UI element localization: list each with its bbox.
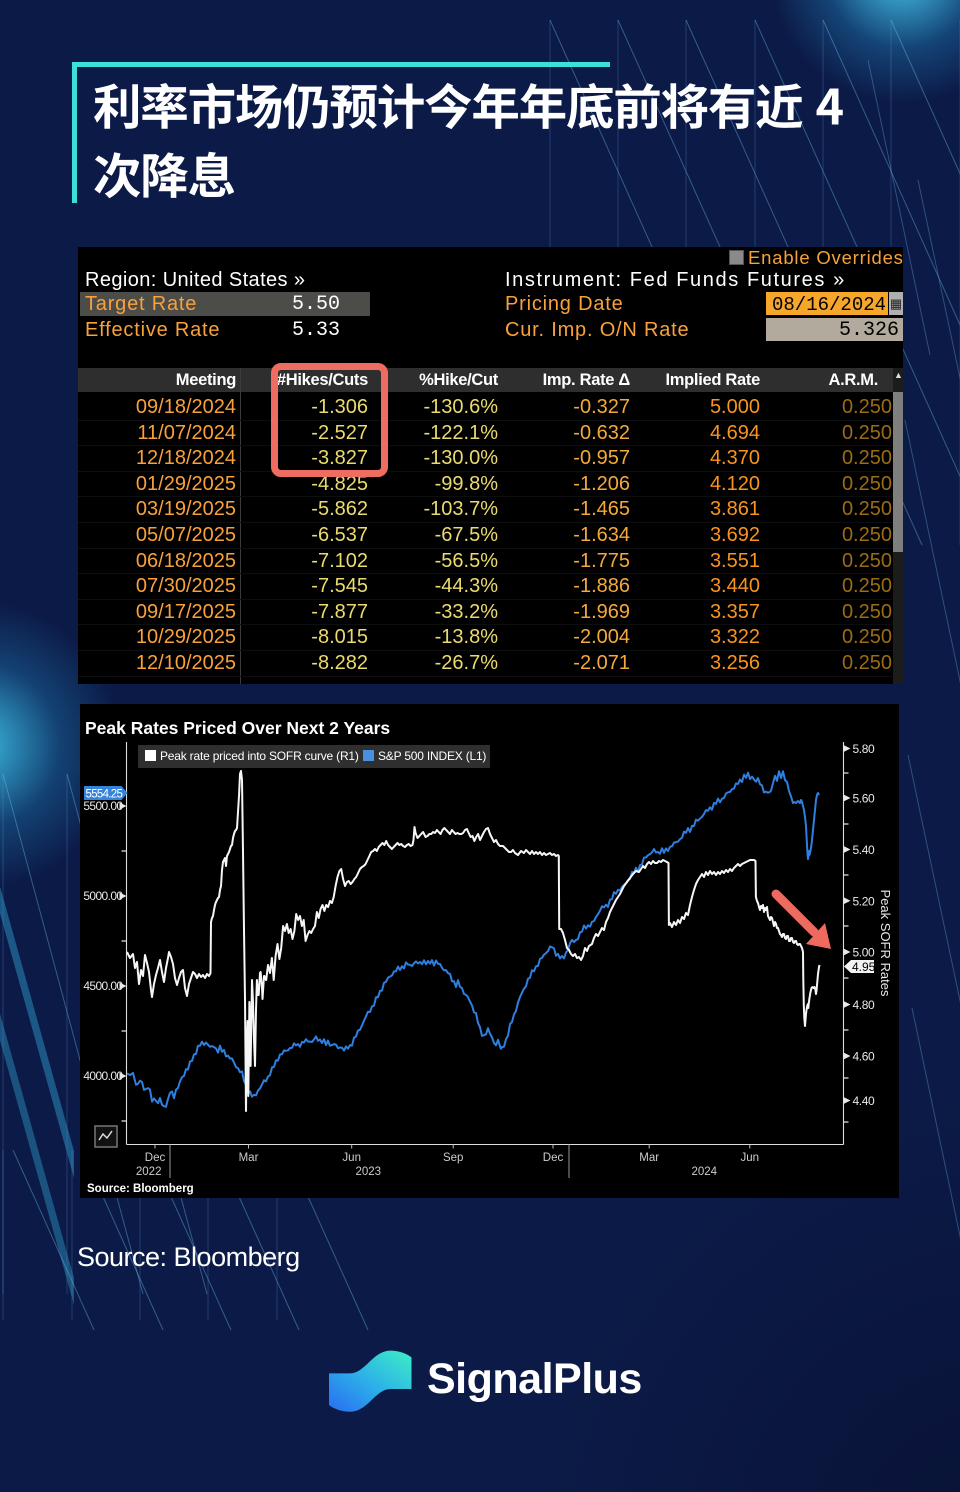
- svg-text:5.80: 5.80: [853, 742, 875, 756]
- svg-text:5000.00: 5000.00: [83, 889, 123, 903]
- svg-text:4.40: 4.40: [853, 1094, 875, 1108]
- svg-text:2023: 2023: [356, 1166, 382, 1178]
- svg-text:4.60: 4.60: [853, 1050, 875, 1064]
- svg-text:5.40: 5.40: [853, 843, 875, 857]
- svg-text:4.95: 4.95: [852, 960, 876, 974]
- svg-text:Source: Bloomberg: Source: Bloomberg: [87, 1183, 194, 1195]
- svg-text:5.00: 5.00: [853, 946, 875, 960]
- svg-text:Dec: Dec: [145, 1152, 166, 1164]
- svg-text:S&P 500 INDEX (L1): S&P 500 INDEX (L1): [378, 749, 486, 763]
- svg-text:5554.25: 5554.25: [86, 788, 123, 800]
- svg-text:5.20: 5.20: [853, 894, 875, 908]
- svg-text:Peak Rates Priced Over Next 2: Peak Rates Priced Over Next 2 Years: [85, 718, 390, 738]
- svg-text:Jun: Jun: [741, 1152, 760, 1164]
- svg-text:Jun: Jun: [342, 1152, 361, 1164]
- svg-text:Dec: Dec: [543, 1152, 564, 1164]
- svg-text:Mar: Mar: [639, 1152, 659, 1164]
- svg-text:4000.00: 4000.00: [83, 1069, 123, 1083]
- svg-text:5500.00: 5500.00: [83, 799, 123, 813]
- svg-text:5.60: 5.60: [853, 792, 875, 806]
- svg-text:Peak SOFR Rates: Peak SOFR Rates: [878, 890, 893, 997]
- svg-text:2022: 2022: [136, 1166, 162, 1178]
- svg-text:2024: 2024: [692, 1166, 718, 1178]
- svg-text:Peak rate priced into SOFR cur: Peak rate priced into SOFR curve (R1): [160, 749, 359, 763]
- svg-text:Sep: Sep: [443, 1152, 463, 1164]
- svg-text:Mar: Mar: [239, 1152, 259, 1164]
- svg-text:4500.00: 4500.00: [83, 979, 123, 993]
- svg-text:4.80: 4.80: [853, 998, 875, 1012]
